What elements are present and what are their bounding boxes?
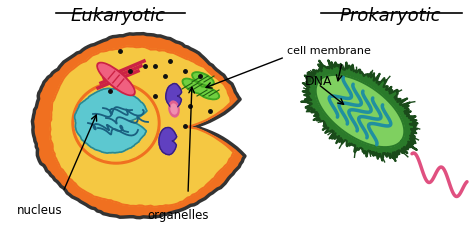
Text: Eukaryotic: Eukaryotic [71, 7, 165, 25]
Ellipse shape [199, 88, 218, 98]
Polygon shape [316, 75, 404, 147]
Ellipse shape [182, 78, 204, 94]
Ellipse shape [194, 74, 212, 84]
Polygon shape [32, 34, 245, 218]
Text: cell membrane: cell membrane [287, 46, 371, 56]
Ellipse shape [171, 104, 177, 114]
Ellipse shape [169, 101, 179, 117]
Text: DNA: DNA [305, 75, 332, 87]
Text: nucleus: nucleus [17, 204, 63, 217]
Polygon shape [166, 84, 182, 108]
Ellipse shape [72, 82, 160, 164]
Ellipse shape [99, 64, 133, 94]
Polygon shape [50, 46, 234, 207]
Ellipse shape [197, 87, 219, 100]
Text: organelles: organelles [147, 209, 209, 222]
Polygon shape [301, 60, 418, 161]
Text: Prokaryotic: Prokaryotic [339, 7, 441, 25]
Ellipse shape [75, 85, 157, 161]
Ellipse shape [184, 80, 202, 92]
Polygon shape [74, 88, 147, 153]
Ellipse shape [192, 72, 214, 86]
Polygon shape [159, 128, 177, 155]
Ellipse shape [97, 62, 135, 96]
